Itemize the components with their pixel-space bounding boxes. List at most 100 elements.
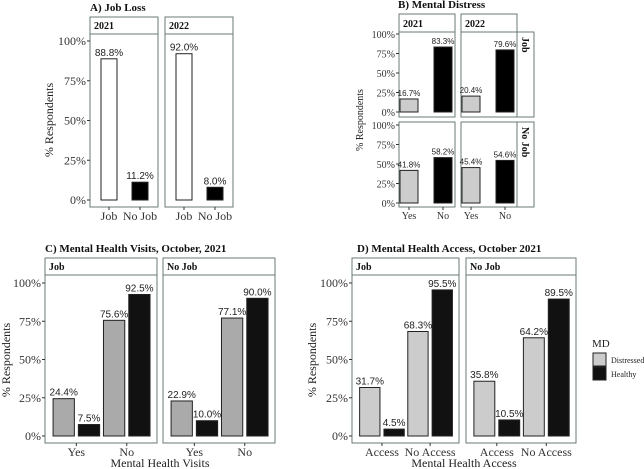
panel-a-y-tick-label: 50%	[64, 114, 86, 128]
panel-b-yes-bar	[399, 98, 419, 113]
panel-b-y-top-tick-label: 0%	[382, 108, 395, 119]
panel-a-x-tick-label: Job	[176, 209, 193, 223]
panel-c-x-tick-label: Yes	[186, 445, 204, 459]
panel-b-y-bottom-tick-label: 50%	[377, 160, 395, 171]
panel-b-yes-bar	[461, 167, 481, 204]
legend-swatch-distressed	[592, 352, 607, 367]
panel-b-yes-data-label: 20.4%	[460, 86, 483, 95]
panel-c-distressed-bar	[52, 398, 75, 437]
panel-d-distressed-bar	[522, 337, 545, 437]
panel-a-x-tick-label: Job	[101, 209, 118, 223]
panel-b-y-top-tick-label: 100%	[372, 30, 395, 41]
panel-b-title: B) Mental Distress	[398, 0, 486, 11]
panel-b-facet-box	[398, 31, 456, 118]
panel-d-x-tick-label: Access	[480, 445, 514, 459]
panel-b-yes-data-label: 16.7%	[398, 89, 421, 98]
panel-b-row-strip-label: No Job	[519, 127, 530, 158]
panel-c-x-tick-label: No	[119, 445, 134, 459]
legend-label-healthy: Healthy	[611, 370, 636, 379]
panel-c-distressed-data-label: 24.4%	[50, 388, 78, 399]
panel-d-healthy-bar	[498, 419, 521, 437]
panel-b-y-bottom-tick-label: 75%	[377, 141, 395, 152]
panel-b-x-tick-label: No	[437, 211, 449, 222]
panel-a-x-tick-label: No Job	[198, 209, 232, 223]
panel-b-x-tick-label: Yes	[402, 211, 417, 222]
panel-d-facet-job-strip-label: Job	[356, 262, 372, 273]
panel-b-y-top-tick-label: 25%	[377, 89, 395, 100]
panel-b-col-2022-strip-label: 2022	[465, 19, 485, 30]
panel-b-no-bar	[495, 49, 515, 113]
panel-c-title: C) Mental Health Visits, October, 2021	[45, 243, 226, 255]
panel-d-healthy-data-label: 10.5%	[495, 409, 523, 420]
panel-b-no-bar	[433, 157, 453, 204]
panel-d-y-tick-label: 0%	[332, 429, 348, 443]
panel-b-col-2021-strip-label: 2021	[403, 19, 423, 30]
panel-d-y-tick-label: 25%	[326, 391, 348, 405]
panel-d-distressed-data-label: 35.8%	[470, 370, 498, 381]
panel-b-no-data-label: 58.2%	[432, 148, 455, 157]
panel-d-x-tick-label: No Access	[405, 445, 456, 459]
panel-d-healthy-bar	[547, 298, 570, 437]
panel-c-y-tick-label: 50%	[19, 353, 41, 367]
panel-a-facet-2021-strip-label: 2021	[94, 21, 114, 32]
panel-c-facet-job-strip-label: Job	[49, 262, 65, 273]
panel-a-y-tick-label: 25%	[64, 153, 86, 167]
panel-c-healthy-data-label: 92.5%	[125, 283, 153, 294]
panel-a-y-tick-label: 0%	[70, 193, 86, 207]
panel-a-job-bar	[100, 58, 118, 201]
panel-c-facet-no-job-strip-label: No Job	[167, 262, 198, 273]
panel-b-y-bottom-tick-label: 0%	[382, 199, 395, 210]
panel-c-y-tick-label: 25%	[19, 391, 41, 405]
panel-d-distressed-data-label: 68.3%	[404, 321, 432, 332]
panel-d-y-tick-label: 100%	[320, 276, 348, 290]
panel-a-no-job-bar	[131, 181, 149, 201]
panel-c-healthy-data-label: 7.5%	[78, 414, 101, 425]
panel-c-distressed-data-label: 75.6%	[100, 309, 128, 320]
panel-a-facet-2022-strip-label: 2022	[169, 21, 189, 32]
panel-d-healthy-bar	[431, 289, 453, 437]
panel-b-no-data-label: 79.6%	[494, 40, 517, 49]
panel-b-no-data-label: 54.6%	[494, 150, 517, 159]
panel-d-healthy-data-label: 95.5%	[428, 279, 456, 290]
panel-d-facet-no-job-strip-label: No Job	[470, 262, 501, 273]
panel-d-distressed-bar	[473, 380, 496, 437]
panel-d-facet-box	[465, 274, 577, 444]
panel-b-no-bar	[495, 159, 515, 204]
panel-d-x-axis-label: Mental Health Access	[411, 456, 517, 469]
panel-c-distressed-bar	[220, 317, 244, 437]
panel-d-title: D) Mental Health Access, October 2021	[357, 243, 541, 255]
panel-b-no-bar	[433, 46, 453, 113]
panel-c-y-tick-label: 75%	[19, 314, 41, 328]
panel-d-y-tick-label: 50%	[326, 353, 348, 367]
panel-d-distressed-bar	[359, 386, 381, 437]
panel-c-x-tick-label: Yes	[68, 445, 86, 459]
panel-b-y-bottom-tick-label: 25%	[377, 180, 395, 191]
panel-d-x-tick-label: No Access	[521, 445, 572, 459]
panel-a-facet-2022-box	[164, 33, 234, 208]
legend-label-distressed: Distressed	[611, 356, 644, 365]
panel-c-healthy-bar	[246, 297, 269, 437]
panel-c-healthy-data-label: 10.0%	[193, 410, 221, 421]
panel-c-healthy-bar	[128, 293, 151, 437]
panel-c-distressed-data-label: 77.1%	[218, 307, 246, 318]
panel-a-y-tick-label: 100%	[58, 34, 86, 48]
panel-a-no-job-data-label: 8.0%	[204, 176, 227, 187]
panel-a-y-axis-label: % Respondents	[42, 83, 56, 158]
panel-b-yes-bar	[461, 95, 481, 113]
panel-c-healthy-bar	[195, 420, 219, 437]
panel-c-healthy-data-label: 90.0%	[243, 287, 271, 298]
panel-b-y-axis-label: % Respondents	[355, 89, 366, 151]
panel-d-y-tick-label: 75%	[326, 314, 348, 328]
panel-d-distressed-bar	[407, 331, 429, 437]
panel-b-yes-data-label: 45.4%	[460, 158, 483, 167]
panel-d-distressed-data-label: 64.2%	[520, 327, 548, 338]
panel-b-y-bottom-tick-label: 100%	[372, 121, 395, 132]
panel-b-x-tick-label: No	[499, 211, 511, 222]
panel-b-row-strip-label: Job	[519, 37, 530, 53]
legend-title: MD	[592, 338, 610, 350]
panel-b-no-data-label: 83.3%	[432, 37, 455, 46]
panel-a-job-bar	[175, 53, 193, 201]
panel-a-y-tick-label: 75%	[64, 74, 86, 88]
panel-a-job-data-label: 88.8%	[95, 48, 123, 59]
